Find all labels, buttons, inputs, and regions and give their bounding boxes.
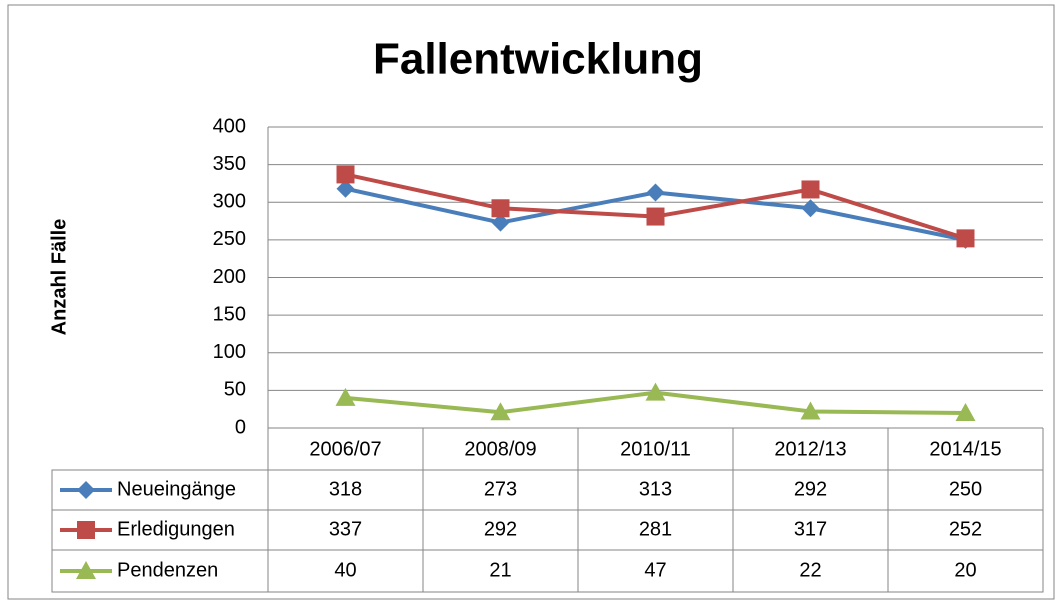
- marker: [800, 401, 821, 420]
- legend-label: Pendenzen: [117, 559, 218, 581]
- y-tick-label: 400: [213, 115, 246, 137]
- table-value: 250: [949, 478, 982, 500]
- marker: [76, 561, 96, 579]
- table-value: 252: [949, 518, 982, 540]
- marker: [336, 179, 355, 198]
- table-value: 281: [639, 518, 672, 540]
- y-tick-label: 350: [213, 153, 246, 175]
- marker: [491, 213, 510, 232]
- x-tick-label: 2006/07: [309, 438, 381, 460]
- x-tick-label: 2008/09: [464, 438, 536, 460]
- y-tick-label: 100: [213, 341, 246, 363]
- x-tick-label: 2010/11: [620, 438, 691, 460]
- table-value: 292: [794, 478, 827, 500]
- table-value: 318: [329, 478, 362, 500]
- table-value: 273: [484, 478, 517, 500]
- table-value: 21: [489, 559, 511, 581]
- table-value: 40: [334, 559, 356, 581]
- marker: [77, 481, 95, 499]
- y-tick-label: 150: [213, 303, 246, 325]
- marker: [646, 207, 665, 226]
- table-value: 337: [329, 518, 362, 540]
- x-tick-label: 2012/13: [774, 438, 846, 460]
- marker: [801, 199, 820, 218]
- marker: [491, 199, 510, 218]
- table-value: 317: [794, 518, 827, 540]
- table-value: 20: [954, 559, 976, 581]
- chart-title: Fallentwicklung: [373, 35, 703, 84]
- table-value: 22: [799, 559, 821, 581]
- table-value: 292: [484, 518, 517, 540]
- y-tick-label: 300: [213, 191, 246, 213]
- chart-border: [7, 4, 1055, 600]
- table-value: 47: [644, 559, 666, 581]
- marker: [646, 183, 665, 202]
- marker: [335, 387, 356, 406]
- marker: [801, 180, 820, 199]
- y-tick-label: 0: [235, 416, 246, 438]
- table-value: 313: [639, 478, 672, 500]
- y-axis-label: Anzahl Fälle: [48, 219, 70, 336]
- marker: [956, 229, 975, 248]
- marker: [77, 521, 95, 539]
- marker: [490, 402, 511, 421]
- y-tick-label: 250: [213, 228, 246, 250]
- legend-label: Erledigungen: [117, 518, 235, 540]
- marker: [645, 382, 666, 401]
- marker: [336, 165, 355, 184]
- marker: [955, 402, 976, 421]
- y-tick-label: 200: [213, 266, 246, 288]
- y-tick-label: 50: [224, 379, 246, 401]
- x-tick-label: 2014/15: [929, 438, 1001, 460]
- legend-label: Neueingänge: [117, 478, 236, 500]
